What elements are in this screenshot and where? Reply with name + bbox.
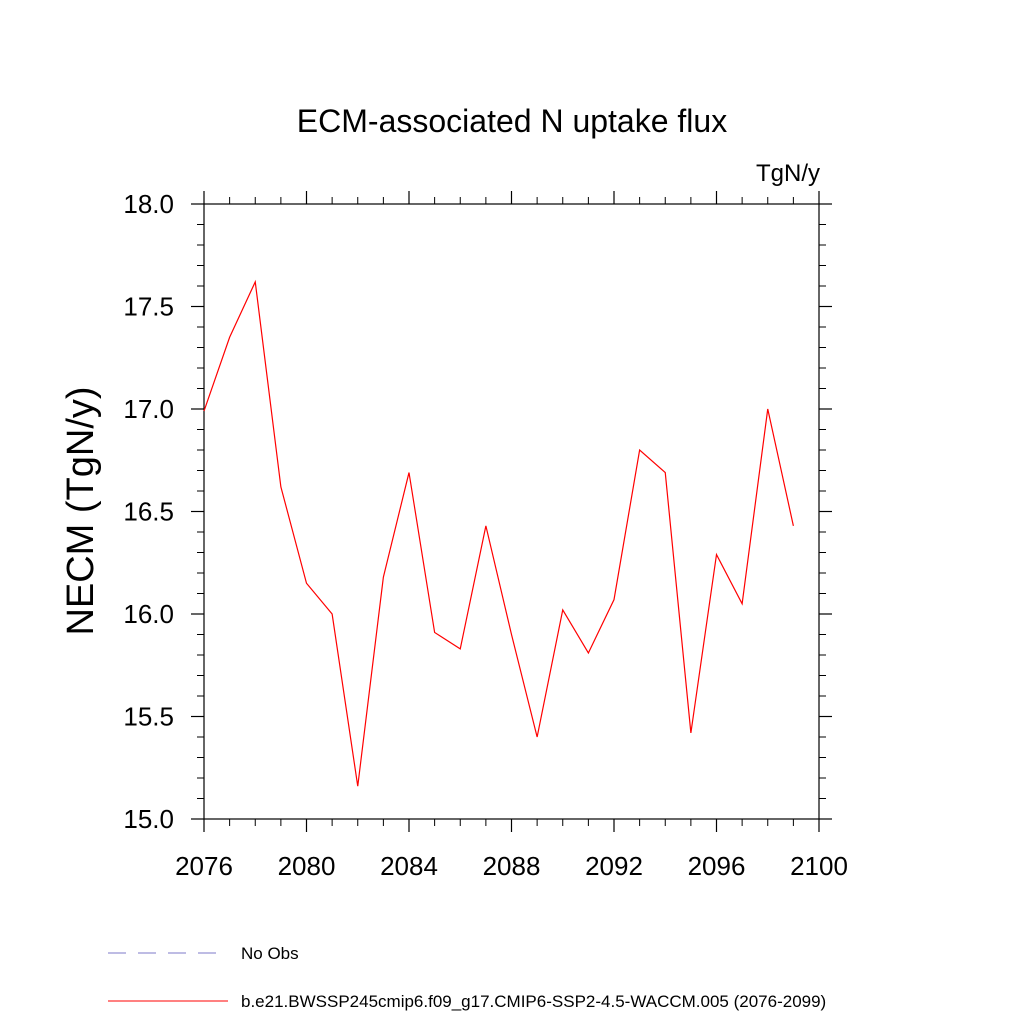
x-tick-label: 2080 [278, 851, 336, 881]
axis-ticks [191, 191, 832, 832]
y-tick-label: 16.0 [123, 599, 174, 629]
series-line-0 [203, 279, 794, 787]
legend-label-no-obs: No Obs [241, 944, 299, 963]
x-tick-label: 2084 [380, 851, 438, 881]
y-tick-label: 15.0 [123, 804, 174, 834]
units-label: TgN/y [756, 160, 820, 187]
x-tick-label: 2096 [688, 851, 746, 881]
y-tick-label: 17.0 [123, 394, 174, 424]
y-tick-label: 16.5 [123, 497, 174, 527]
legend: No Obs b.e21.BWSSP245cmip6.f09_g17.CMIP6… [108, 944, 826, 1011]
tick-labels: 2076 2080 2084 2088 2092 2096 2100 15.0 15.5 16.0… [123, 189, 848, 881]
x-tick-label: 2100 [790, 851, 848, 881]
x-tick-label: 2076 [175, 851, 233, 881]
y-tick-label: 18.0 [123, 189, 174, 219]
x-tick-label: 2088 [483, 851, 541, 881]
legend-label-series: b.e21.BWSSP245cmip6.f09_g17.CMIP6-SSP2-4… [241, 992, 826, 1011]
y-axis-label: NECM (TgN/y) [60, 386, 102, 635]
y-tick-label: 15.5 [123, 702, 174, 732]
plot-frame [203, 203, 820, 820]
x-tick-label: 2092 [585, 851, 643, 881]
chart-title: ECM-associated N uptake flux [297, 103, 727, 139]
series-layer [203, 279, 794, 787]
y-tick-label: 17.5 [123, 292, 174, 322]
